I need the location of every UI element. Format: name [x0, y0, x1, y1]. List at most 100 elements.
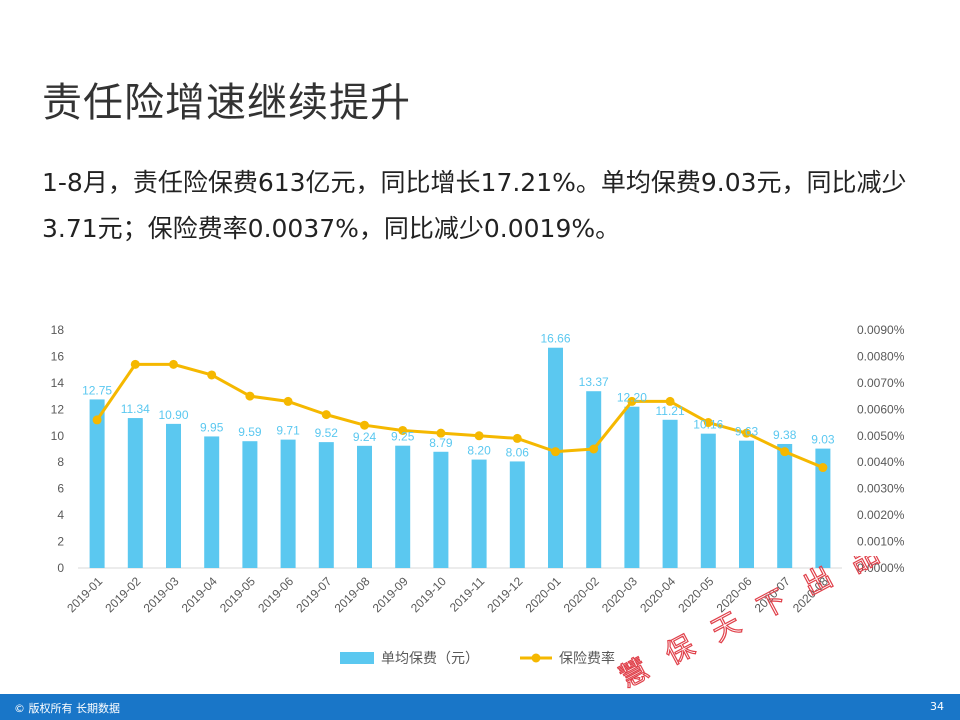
bar-data-label: 8.79 [429, 436, 453, 450]
bar [662, 419, 678, 568]
bar [548, 347, 563, 568]
bar-data-label: 9.63 [735, 425, 759, 439]
left-tick-label: 4 [57, 508, 64, 522]
rate-point [551, 447, 560, 457]
left-tick-label: 2 [57, 535, 64, 549]
rate-point [92, 415, 102, 425]
category-label: 2020-02 [561, 574, 602, 615]
bar [357, 445, 372, 568]
footer-copyright: © 版权所有 长期数据 [14, 702, 120, 715]
right-tick-label: 0.0020% [857, 508, 905, 522]
bar [815, 448, 831, 568]
bar [89, 399, 105, 568]
bar [242, 441, 258, 568]
category-label: 2019-08 [332, 574, 373, 615]
right-tick-label: 0.0060% [857, 402, 905, 416]
legend-bar-label: 单均保费（元） [381, 650, 479, 666]
rate-point [780, 447, 790, 457]
rate-point [169, 359, 178, 369]
bar-data-label: 16.66 [540, 332, 570, 346]
legend-bar-swatch [340, 652, 374, 664]
category-label: 2019-05 [217, 574, 258, 615]
rate-point [321, 410, 331, 420]
category-label: 2020-05 [675, 574, 716, 615]
right-tick-label: 0.0070% [857, 376, 905, 390]
left-tick-label: 14 [51, 376, 65, 390]
bar-data-label: 8.20 [467, 444, 491, 458]
left-tick-label: 16 [51, 349, 65, 363]
rate-point [207, 370, 217, 380]
bar-data-label: 8.06 [506, 445, 530, 459]
left-tick-label: 18 [51, 323, 65, 337]
rate-point [703, 418, 713, 428]
category-label: 2020-07 [752, 574, 793, 615]
bar [395, 445, 411, 568]
page-number: 34 [930, 700, 944, 713]
bar-data-label: 12.20 [617, 391, 647, 405]
category-label: 2020-06 [714, 574, 755, 615]
bar-data-label: 9.38 [773, 428, 797, 442]
bar-data-label: 9.25 [391, 430, 415, 444]
bar-data-label: 10.90 [158, 408, 188, 422]
right-tick-label: 0.0000% [857, 561, 905, 575]
legend-line-marker [531, 653, 541, 663]
bar-data-label: 9.59 [238, 425, 262, 439]
category-label: 2019-02 [102, 574, 143, 615]
rate-point [627, 396, 637, 406]
bar-data-label: 9.52 [315, 426, 339, 440]
rate-point [130, 359, 140, 369]
category-label: 2019-07 [293, 574, 334, 615]
category-label: 2020-04 [637, 574, 678, 615]
rate-point [360, 420, 369, 430]
bar [739, 440, 754, 568]
bar-data-label: 9.71 [276, 424, 300, 438]
bar [471, 459, 487, 568]
left-tick-label: 0 [57, 561, 64, 575]
category-label: 2019-04 [179, 574, 220, 615]
rate-point [512, 433, 522, 443]
category-label: 2020-08 [790, 574, 831, 615]
bar-data-label: 9.24 [353, 430, 377, 444]
rate-point [742, 428, 751, 438]
category-label: 2019-10 [408, 574, 449, 615]
bar [777, 443, 793, 568]
right-tick-label: 0.0010% [857, 535, 905, 549]
rate-point [665, 396, 675, 406]
left-tick-label: 6 [57, 482, 64, 496]
category-label: 2020-03 [599, 574, 640, 615]
bar [586, 391, 602, 568]
rate-line [95, 362, 824, 469]
bar [127, 418, 143, 568]
bar [318, 442, 334, 568]
bar-data-label: 9.95 [200, 420, 224, 434]
left-tick-label: 8 [57, 455, 64, 469]
category-label: 2019-06 [255, 574, 296, 615]
rate-point [283, 396, 293, 406]
right-tick-label: 0.0030% [857, 482, 905, 496]
bar [700, 433, 716, 568]
footer-bar: © 版权所有 长期数据 34 [0, 694, 960, 720]
rate-point [589, 444, 599, 454]
right-tick-label: 0.0090% [857, 323, 905, 337]
combo-chart: 0 2 4 6 8 10 12 14 16 18 0.0000% 0.0010% 0.0020% 0.00… [51, 323, 905, 666]
legend-line-label: 保险费率 [559, 650, 615, 666]
bar-data-label: 12.75 [82, 383, 112, 397]
slide-body-text: 1-8月，责任险保费613亿元，同比增长17.21%。单均保费9.03元，同比减… [42, 168, 907, 243]
bar-data-label: 10.16 [693, 418, 723, 432]
category-label: 2019-11 [447, 574, 488, 615]
bar-data-label: 9.03 [811, 433, 835, 447]
category-label: 2019-03 [141, 574, 182, 615]
bar [280, 439, 296, 568]
bar [509, 461, 525, 568]
right-tick-label: 0.0040% [857, 455, 905, 469]
right-tick-label: 0.0080% [857, 349, 905, 363]
bar [204, 436, 220, 568]
left-tick-label: 10 [51, 429, 65, 443]
rate-point [245, 391, 255, 401]
bar-data-label: 13.37 [579, 375, 609, 389]
bar [433, 451, 449, 568]
rate-point [398, 425, 408, 435]
category-label: 2019-09 [370, 574, 411, 615]
category-label: 2019-01 [64, 574, 105, 615]
left-tick-label: 12 [51, 402, 65, 416]
